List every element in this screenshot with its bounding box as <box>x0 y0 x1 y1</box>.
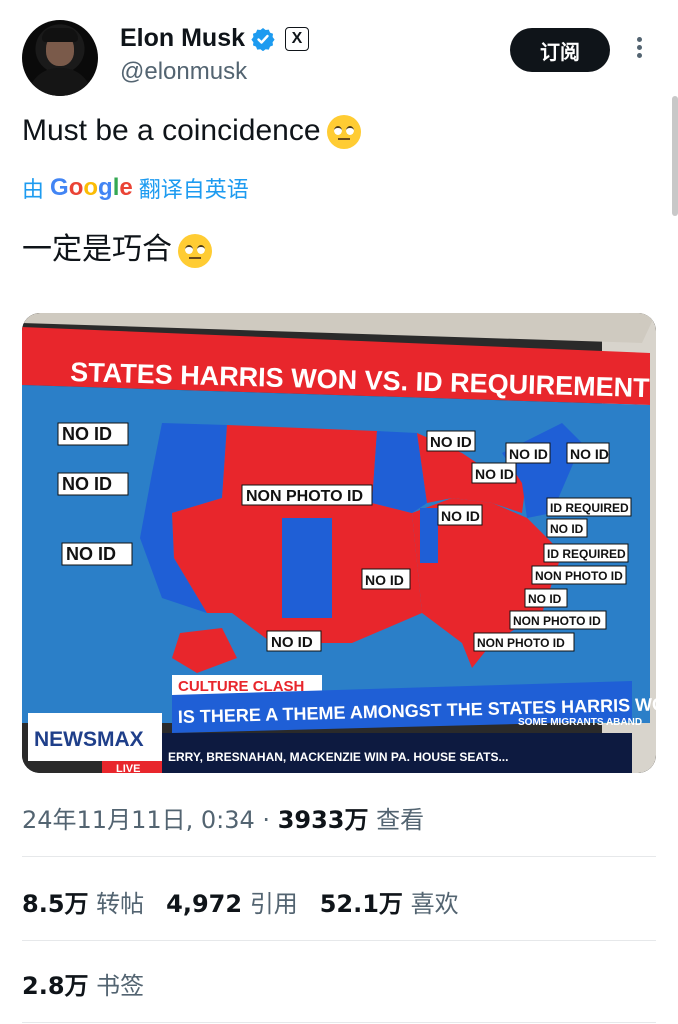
map-label: NON PHOTO ID <box>477 636 565 650</box>
map-label: NO ID <box>430 434 472 451</box>
map-label: NO ID <box>528 592 562 606</box>
map-label: NO ID <box>509 446 548 462</box>
bookmarks-stat[interactable]: 2.8万 书签 <box>22 966 144 1001</box>
map-label: NO ID <box>441 508 480 524</box>
subscribe-button[interactable]: 订阅 <box>510 28 610 72</box>
more-options-icon[interactable] <box>632 34 646 66</box>
divider <box>22 856 656 857</box>
map-label: NON PHOTO ID <box>535 569 623 583</box>
tweet-media-image[interactable]: STATES HARRIS WON VS. ID REQUIREMENT NO … <box>22 313 656 773</box>
live-badge: LIVE <box>116 763 140 773</box>
view-label: 查看 <box>376 806 425 834</box>
author-handle[interactable]: @elonmusk <box>120 58 248 85</box>
author-row: Elon Musk X <box>120 24 310 53</box>
tv-screen-photo: STATES HARRIS WON VS. ID REQUIREMENT NO … <box>22 313 656 773</box>
divider <box>22 940 656 941</box>
translated-suffix: 翻译自英语 <box>138 178 249 203</box>
divider <box>22 1022 656 1023</box>
media-ticker-right: SOME MIGRANTS ABAND <box>518 717 642 728</box>
map-label: ID REQUIRED <box>550 501 629 515</box>
map-label: ID REQUIRED <box>547 547 626 561</box>
translated-by-google[interactable]: 由 Google 翻译自英语 <box>22 172 249 204</box>
map-label: NO ID <box>475 466 514 482</box>
media-ticker: ERRY, BRESNAHAN, MACKENZIE WIN PA. HOUSE… <box>168 750 508 764</box>
avatar-cap <box>42 28 78 42</box>
eye-roll-emoji-icon <box>326 115 361 150</box>
avatar-body <box>28 68 92 96</box>
network-logo: NEWSMAX <box>34 728 144 751</box>
retweets-stat[interactable]: 8.5万 转帖 <box>22 884 144 919</box>
map-label: NO ID <box>62 474 112 494</box>
tweet-date[interactable]: 24年11月11日, 0:34 <box>22 806 255 834</box>
x-affiliate-icon: X <box>285 26 310 51</box>
eye-roll-emoji-icon <box>178 233 212 268</box>
map-label: NO ID <box>271 634 313 651</box>
map-label: NON PHOTO ID <box>246 488 363 505</box>
translation-text: 一定是巧合 <box>22 224 212 268</box>
translation-content: 一定是巧合 <box>22 232 172 267</box>
avatar[interactable] <box>22 20 98 96</box>
likes-label: 喜欢 <box>410 890 459 918</box>
map-label: NO ID <box>66 544 116 564</box>
bookmarks-label: 书签 <box>96 972 145 1000</box>
map-label: NO ID <box>62 424 112 444</box>
quotes-count: 4,972 <box>166 890 243 918</box>
retweets-label: 转帖 <box>96 890 145 918</box>
tweet-meta: 24年11月11日, 0:34 · 3933万 查看 <box>22 800 424 835</box>
map-labels: NO ID NO ID NO ID NON PHOTO ID NO ID NO … <box>57 422 632 652</box>
quotes-label: 引用 <box>249 890 298 918</box>
map-label: NON PHOTO ID <box>513 614 601 628</box>
likes-stat[interactable]: 52.1万 喜欢 <box>320 884 459 919</box>
verified-badge-icon <box>251 27 275 51</box>
quotes-stat[interactable]: 4,972 引用 <box>166 884 298 919</box>
media-segment: CULTURE CLASH <box>178 678 304 695</box>
meta-separator: · <box>262 806 271 834</box>
tweet-text-content: Must be a coincidence <box>22 114 321 147</box>
retweets-count: 8.5万 <box>22 890 89 918</box>
likes-count: 52.1万 <box>319 890 403 918</box>
bookmarks-count: 2.8万 <box>22 972 89 1000</box>
engagement-stats: 8.5万 转帖 4,972 引用 52.1万 喜欢 <box>22 884 459 919</box>
google-logo-icon: Google <box>50 174 133 201</box>
map-label: NO ID <box>570 446 609 462</box>
scrollbar[interactable] <box>672 96 678 216</box>
view-count: 3933万 <box>277 806 369 834</box>
map-label: NO ID <box>550 522 584 536</box>
map-label: NO ID <box>365 572 404 588</box>
author-name[interactable]: Elon Musk <box>120 24 246 52</box>
translated-prefix: 由 <box>22 178 45 203</box>
tweet-text: Must be a coincidence <box>22 114 361 150</box>
